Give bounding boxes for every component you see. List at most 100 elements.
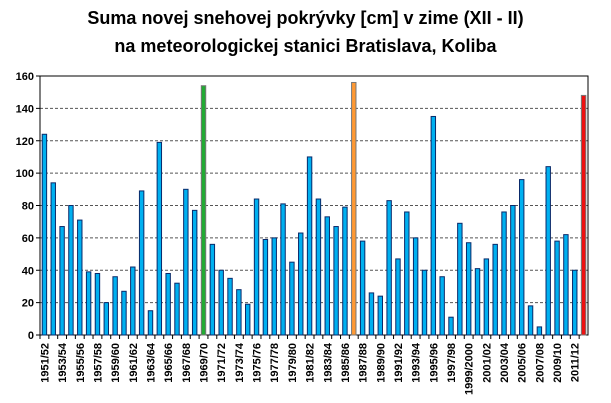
x-tick-label: 1957/58 [92,343,104,383]
bar [50,182,56,336]
bar [483,258,490,336]
bar [386,200,392,336]
bar [306,156,313,336]
bar [121,290,127,336]
x-tick-label: 2007/08 [534,343,546,383]
bar [465,242,472,336]
x-tick-label: 1987/88 [358,343,370,383]
bar [41,133,48,336]
x-tick-label: 1991/92 [393,343,405,383]
x-tick-label: 2009/10 [552,343,564,383]
bar [200,85,207,336]
bar [68,205,74,336]
x-tick-label: 1983/84 [322,342,334,383]
x-tick-label: 1955/56 [75,343,87,383]
bar [430,115,437,336]
bar [580,94,587,336]
x-tick-label: 1997/98 [446,343,458,383]
bar [492,243,498,336]
bar [147,310,154,336]
bar [395,258,401,336]
x-tick-label: 1993/94 [411,342,423,383]
bar [377,295,384,336]
bar [280,203,286,336]
x-tick-label: 1967/68 [181,343,193,383]
x-tick-label: 2005/06 [517,343,529,383]
x-tick-label: 2003/04 [499,342,511,383]
bar [536,326,543,336]
bar [138,190,145,336]
bar [404,211,410,336]
bar [130,266,136,336]
bar [77,219,83,336]
x-tick-label: 1963/64 [145,342,157,383]
x-tick-label: 1951/52 [39,343,51,383]
bar [298,232,304,336]
bar [439,276,445,336]
bar [112,276,118,336]
chart-title-line1: Suma novej snehovej pokrývky [cm] v zime… [87,8,524,28]
bar [519,179,525,336]
x-tick-label: 1989/90 [375,343,387,383]
bar [501,211,507,336]
y-tick-label: 100 [16,168,34,180]
bar [510,205,516,336]
x-tick-label: 1973/74 [234,342,246,383]
x-tick-label: 1953/54 [57,342,69,383]
bar [227,277,233,336]
y-tick-label: 60 [22,233,34,245]
chart-title-line2: na meteorologickej stanici Bratislava, K… [114,36,497,56]
y-tick-label: 40 [22,265,34,277]
bar [359,240,366,336]
bar [271,237,277,336]
bar [563,234,569,336]
bar [262,238,269,336]
y-tick-label: 20 [22,298,34,310]
bar [324,216,330,336]
bar [315,198,322,336]
bar [85,271,92,336]
x-tick-label: 1971/72 [216,343,228,383]
bar [183,188,189,336]
bar [572,269,578,336]
x-tick-label: 1975/76 [252,343,264,383]
y-tick-label: 140 [16,103,34,115]
bar [94,272,101,336]
bar [245,303,251,336]
x-tick-label: 1969/70 [199,343,211,383]
bar [421,269,428,336]
x-tick-label: 1977/78 [269,343,281,383]
bar [333,226,339,336]
x-tick-label: 2001/02 [481,343,493,383]
bar [342,206,348,336]
y-tick-label: 80 [22,201,34,213]
x-tick-label: 1981/82 [305,343,317,383]
bar [289,261,295,336]
bar [368,292,375,336]
bar [103,302,109,336]
bar [351,81,357,336]
bar [527,305,534,336]
bar [474,268,481,336]
bar [253,198,260,336]
bar [59,226,65,336]
bar [448,316,454,336]
y-tick-label: 0 [28,330,34,342]
bar [156,141,163,336]
bar [236,289,242,336]
bar [412,237,419,336]
x-tick-label: 1959/60 [110,343,122,383]
bar [545,166,551,336]
bar [174,282,180,336]
x-tick-label: 1985/86 [340,343,352,383]
y-tick-label: 160 [16,71,34,83]
bar [209,243,216,336]
bar [218,269,224,336]
x-tick-label: 1995/96 [428,343,440,383]
bar [457,222,463,336]
bar [554,240,560,336]
bar [165,272,171,336]
x-tick-label: 2011/12 [570,343,582,382]
x-tick-label: 1965/66 [163,343,175,383]
